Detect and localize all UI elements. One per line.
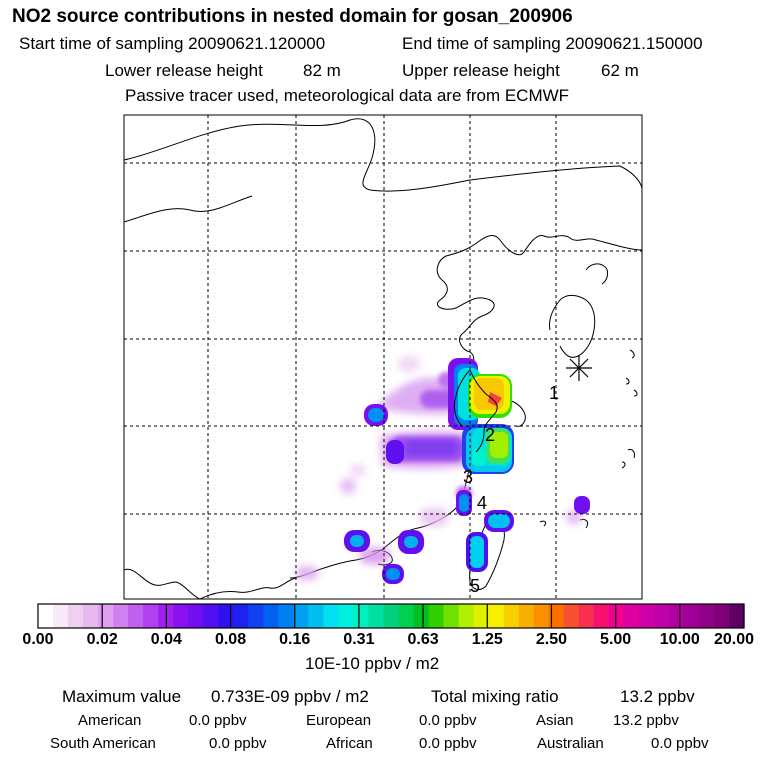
region-name: Australian [537,735,604,752]
colorbar-cell [278,604,294,628]
colorbar-cell [308,604,324,628]
colorbar-cell [713,604,730,628]
tracer-note: Passive tracer used, meteorological data… [125,86,570,105]
total-mixing-label: Total mixing ratio [431,687,559,706]
colorbar-tick-label: 0.02 [86,631,118,648]
colorbar [37,603,745,629]
region-name: African [326,735,373,752]
colorbar-cell [248,604,264,628]
colorbar-cell [383,604,400,628]
colorbar-cell [233,604,249,628]
upper-height-label: Upper release height [402,61,560,80]
source-label-4: 4 [477,493,487,513]
lower-height-value: 82 m [303,61,341,80]
colorbar-cell [38,604,54,628]
region-value: 13.2 ppbv [613,712,679,729]
region-name: European [306,712,372,729]
colorbar-cell [683,604,700,628]
source-label-1: 1 [549,383,559,403]
region-name: American [78,712,142,729]
colorbar-cell [413,604,430,628]
colorbar-cell [353,604,370,628]
receptor-marker [566,355,592,381]
colorbar-tick-label: 2.50 [535,631,568,648]
colorbar-cell [473,604,490,628]
colorbar-cell [368,604,385,628]
concentration-field [296,356,590,584]
colorbar-cell [323,604,340,628]
colorbar-cell [263,604,279,628]
max-value-label: Maximum value [62,687,182,706]
map-panel: 1 2 3 4 5 [123,114,643,600]
colorbar-units: 10E-10 ppbv / m2 [305,654,440,673]
colorbar-tick-label: 0.63 [407,631,439,648]
region-value: 0.0 ppbv [189,712,247,729]
start-time-label: Start time of sampling 20090621.120000 [19,34,326,53]
colorbar-cell [173,604,189,628]
colorbar-cell [128,604,144,628]
colorbar-tick-label: 0.08 [214,631,247,648]
lat-lon-grid [124,115,642,599]
colorbar-cell [188,604,204,628]
figure-title: NO2 source contributions in nested domai… [12,6,573,27]
map-frame [123,114,643,600]
colorbar-cell [143,604,159,628]
colorbar-tick-label: 0.00 [22,631,54,648]
region-value: 0.0 ppbv [651,735,709,752]
colorbar-cell [203,604,219,628]
upper-height-value: 62 m [601,61,639,80]
colorbar-cell [593,604,610,628]
coastlines [124,118,642,599]
colorbar-cell [668,604,685,628]
colorbar-cell [443,604,460,628]
colorbar-cell [398,604,415,628]
region-name: South American [50,735,156,752]
colorbar-cell [218,604,234,628]
colorbar-cell [293,604,309,628]
colorbar-tick-label: 20.00 [713,631,755,648]
colorbar-tick-label: 0.31 [343,631,375,648]
colorbar-cell [518,604,535,628]
max-value: 0.733E-09 ppbv / m2 [211,687,369,706]
colorbar-tick-label: 1.25 [471,631,503,648]
colorbar-cell [98,604,114,628]
source-label-5: 5 [470,576,480,596]
colorbar-cell [458,604,475,628]
colorbar-tick-label: 10.00 [659,631,700,648]
source-label-3: 3 [463,467,473,487]
colorbar-cell [638,604,655,628]
colorbar-cell [113,604,129,628]
colorbar-cell [83,604,99,628]
colorbar-cell [503,604,520,628]
colorbar-cell [428,604,445,628]
colorbar-cell [608,604,625,628]
colorbar-cell [578,604,595,628]
region-name: Asian [536,712,574,729]
colorbar-tick-label: 0.16 [279,631,311,648]
total-mixing-value: 13.2 ppbv [620,687,695,706]
lower-height-label: Lower release height [105,61,263,80]
colorbar-cell [338,604,355,628]
region-value: 0.0 ppbv [419,712,477,729]
region-value: 0.0 ppbv [419,735,477,752]
colorbar-cell [698,604,715,628]
colorbar-tick-label: 0.04 [150,631,182,648]
colorbar-cell [653,604,670,628]
colorbar-cell [68,604,84,628]
colorbar-tick-label: 5.00 [600,631,632,648]
region-value: 0.0 ppbv [209,735,267,752]
colorbar-cell [53,604,69,628]
end-time-label: End time of sampling 20090621.150000 [402,34,703,53]
colorbar-cell [488,604,505,628]
colorbar-cell [728,604,745,628]
colorbar-cell [548,604,565,628]
colorbar-cell [533,604,550,628]
colorbar-cell [563,604,580,628]
colorbar-cell [623,604,640,628]
source-label-2: 2 [485,425,495,445]
